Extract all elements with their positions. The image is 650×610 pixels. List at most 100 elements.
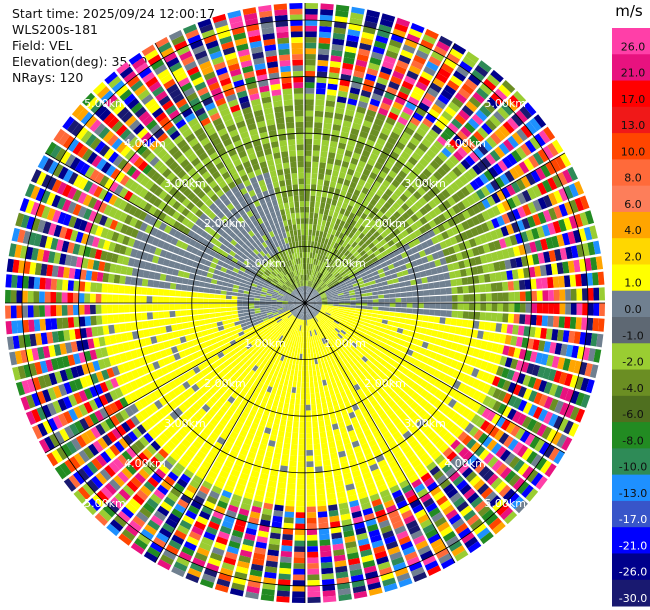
velocity-gate [345, 40, 359, 48]
velocity-gate [384, 91, 396, 101]
velocity-gate [119, 275, 126, 285]
velocity-gate [307, 280, 310, 287]
velocity-gate [325, 481, 335, 489]
velocity-gate [542, 179, 553, 193]
velocity-gate [395, 17, 411, 28]
velocity-gate [101, 304, 108, 314]
velocity-gate [335, 250, 342, 257]
velocity-gate [341, 125, 351, 134]
velocity-gate [349, 254, 356, 261]
velocity-gate [369, 153, 379, 162]
velocity-gate [372, 46, 385, 55]
velocity-gate [479, 254, 488, 264]
velocity-gate [324, 270, 330, 277]
velocity-gate [287, 414, 294, 422]
velocity-gate [456, 223, 465, 233]
velocity-gate [443, 84, 457, 96]
velocity-gate [164, 318, 171, 326]
velocity-gate [321, 139, 330, 147]
velocity-gate [322, 185, 329, 193]
velocity-gate [159, 326, 167, 334]
velocity-gate [423, 289, 430, 296]
velocity-gate [312, 224, 317, 231]
velocity-gate [298, 438, 305, 445]
velocity-gate [327, 283, 334, 288]
velocity-gate [401, 229, 409, 238]
velocity-gate [169, 282, 177, 290]
velocity-gate [248, 308, 255, 312]
velocity-gate [573, 180, 585, 196]
velocity-gate [314, 253, 318, 260]
velocity-gate [378, 298, 385, 303]
velocity-gate [357, 280, 365, 286]
velocity-gate [341, 273, 348, 279]
velocity-gate [174, 304, 181, 310]
velocity-gate [354, 237, 362, 244]
velocity-gate [343, 114, 354, 123]
velocity-gate [531, 227, 540, 240]
velocity-gate [254, 305, 260, 309]
velocity-gate [441, 189, 451, 199]
velocity-gate [380, 231, 388, 239]
velocity-gate [551, 235, 560, 248]
velocity-gate [364, 282, 371, 287]
velocity-gate [322, 285, 328, 290]
velocity-gate [426, 238, 434, 247]
elevation-label: Elevation(deg): 35.00 [12, 54, 148, 69]
velocity-gate [370, 283, 377, 289]
velocity-gate [428, 199, 437, 209]
velocity-gate [378, 24, 392, 34]
velocity-gate [357, 266, 364, 272]
velocity-gate [305, 87, 315, 94]
velocity-gate [320, 9, 334, 16]
velocity-gate [320, 196, 327, 204]
velocity-gate [369, 280, 376, 285]
velocity-gate [330, 247, 336, 254]
velocity-gate [354, 111, 365, 120]
velocity-gate [298, 342, 301, 349]
velocity-gate [410, 279, 417, 286]
velocity-gate [296, 489, 305, 496]
velocity-gate [507, 135, 519, 149]
velocity-gate [374, 82, 387, 91]
velocity-gate [296, 381, 301, 388]
velocity-gate [394, 266, 402, 273]
velocity-gate [394, 65, 407, 75]
velocity-gate [408, 171, 418, 181]
velocity-gate [310, 189, 316, 196]
velocity-gate [541, 315, 549, 327]
velocity-gate [308, 353, 311, 360]
velocity-gate [576, 288, 583, 301]
velocity-gate [297, 466, 305, 473]
velocity-gate [396, 271, 404, 278]
velocity-gate [288, 472, 297, 479]
velocity-gate [341, 262, 347, 269]
velocity-gate [305, 172, 311, 179]
velocity-gate [299, 421, 305, 428]
velocity-gate [333, 21, 347, 29]
velocity-gate [101, 294, 108, 303]
velocity-gate [293, 375, 298, 382]
velocity-gate [399, 281, 406, 288]
velocity-gate [397, 90, 409, 101]
velocity-gate [312, 290, 317, 295]
velocity-gate [338, 304, 345, 307]
velocity-gate [521, 189, 532, 203]
velocity-gate [479, 234, 488, 244]
velocity-gate [61, 279, 69, 291]
velocity-gate [456, 162, 467, 174]
velocity-gate [477, 143, 489, 156]
velocity-gate [344, 209, 351, 217]
velocity-gate [112, 304, 119, 314]
velocity-gate [322, 459, 331, 467]
velocity-gate [436, 192, 447, 202]
velocity-gate [321, 573, 334, 580]
velocity-gate [300, 393, 305, 400]
velocity-gate [460, 159, 471, 170]
velocity-gate [485, 253, 493, 263]
velocity-gate [382, 243, 390, 250]
velocity-gate [288, 380, 293, 387]
velocity-gate [517, 206, 527, 218]
velocity-gate [376, 286, 384, 291]
instrument-label: WLS200s-181 [12, 22, 98, 37]
